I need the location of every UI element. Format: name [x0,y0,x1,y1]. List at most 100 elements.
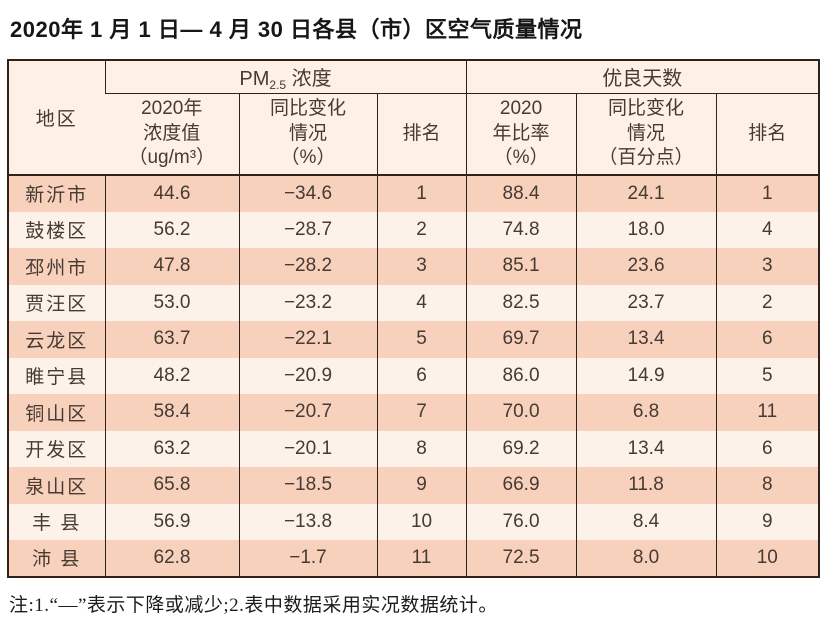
cell-region: 泉山区 [8,467,105,504]
cell-ratio-rank: 11 [715,394,820,431]
col-header-region: 地区 [8,60,105,176]
cell-region: 邳州市 [8,248,105,285]
cell-pm-change: −20.9 [238,357,377,394]
cell-ratio-change: 23.7 [575,284,717,321]
cell-pm-change: −23.2 [238,284,377,321]
table-row: 沛 县 62.8 −1.7 11 72.5 8.0 10 [8,540,820,577]
cell-ratio: 85.1 [465,248,577,285]
table-row: 铜山区 58.4 −20.7 7 70.0 6.8 11 [8,394,820,431]
cell-pm-value: 62.8 [104,540,239,577]
cell-ratio-rank: 8 [715,467,820,504]
cell-pm-value: 56.2 [104,211,239,248]
pm25-label-suffix: 浓度 [286,67,332,90]
air-quality-table: 地区 PM2.5 浓度 优良天数 2020年 浓度值 （ug/m³） 同比变化 … [7,59,821,578]
cell-region: 贾汪区 [8,284,105,321]
cell-ratio-change: 13.4 [575,321,717,358]
col-header-ratio-change: 同比变化 情况 （百分点） [575,93,717,176]
cell-ratio-rank: 1 [715,175,820,212]
table-row: 泉山区 65.8 −18.5 9 66.9 11.8 8 [8,467,820,504]
cell-pm-rank: 5 [376,321,467,358]
col-header-ratio-rank: 排名 [715,93,820,176]
cell-ratio-change: 14.9 [575,357,717,394]
cell-pm-change: −20.1 [238,430,377,467]
cell-ratio-rank: 2 [715,284,820,321]
col-header-ratio: 2020 年比率 （%） [465,93,577,176]
cell-ratio: 76.0 [465,503,577,540]
cell-pm-value: 47.8 [104,248,239,285]
group-header-pm25: PM2.5 浓度 [104,60,467,94]
cell-ratio: 74.8 [465,211,577,248]
group-header-row: 地区 PM2.5 浓度 优良天数 [8,60,820,176]
cell-pm-change: −20.7 [238,394,377,431]
cell-region: 铜山区 [8,394,105,431]
cell-ratio: 82.5 [465,284,577,321]
cell-ratio-rank: 5 [715,357,820,394]
cell-pm-value: 56.9 [104,503,239,540]
cell-pm-value: 48.2 [104,357,239,394]
cell-region: 沛 县 [8,540,105,577]
cell-pm-rank: 3 [376,248,467,285]
cell-region: 丰 县 [8,503,105,540]
cell-region: 新沂市 [8,175,105,212]
pm25-label-subscript: 2.5 [269,77,287,92]
sub-header-row: 2020年 浓度值 （ug/m³） 同比变化 情况 （%） 排名 2020 年比… [8,93,820,176]
footnote: 注:1.“—”表示下降或减少;2.表中数据采用实况数据统计。 [9,594,498,616]
col-header-pm-rank: 排名 [376,93,467,176]
cell-ratio-change: 8.0 [575,540,717,577]
table-header: 地区 PM2.5 浓度 优良天数 2020年 浓度值 （ug/m³） 同比变化 … [8,60,820,176]
cell-ratio-rank: 6 [715,321,820,358]
cell-ratio-change: 11.8 [575,467,717,504]
cell-pm-value: 65.8 [104,467,239,504]
cell-ratio-change: 8.4 [575,503,717,540]
cell-ratio-rank: 10 [715,540,820,577]
cell-ratio: 69.2 [465,430,577,467]
table-row: 贾汪区 53.0 −23.2 4 82.5 23.7 2 [8,284,820,321]
cell-pm-value: 53.0 [104,284,239,321]
cell-ratio-change: 6.8 [575,394,717,431]
table-row: 睢宁县 48.2 −20.9 6 86.0 14.9 5 [8,357,820,394]
cell-ratio-rank: 3 [715,248,820,285]
cell-region: 云龙区 [8,321,105,358]
col-header-pm-value: 2020年 浓度值 （ug/m³） [105,93,239,176]
cell-region: 鼓楼区 [8,211,105,248]
table-row: 邳州市 47.8 −28.2 3 85.1 23.6 3 [8,248,820,285]
table-row: 云龙区 63.7 −22.1 5 69.7 13.4 6 [8,321,820,358]
cell-pm-rank: 9 [376,467,467,504]
cell-pm-value: 63.7 [104,321,239,358]
cell-pm-change: −28.7 [238,211,377,248]
cell-pm-change: −18.5 [238,467,377,504]
cell-pm-change: −22.1 [238,321,377,358]
cell-pm-rank: 2 [376,211,467,248]
cell-pm-value: 63.2 [104,430,239,467]
cell-ratio: 88.4 [465,175,577,212]
cell-ratio-change: 23.6 [575,248,717,285]
cell-ratio: 69.7 [465,321,577,358]
cell-pm-value: 44.6 [104,175,239,212]
cell-pm-rank: 10 [376,503,467,540]
cell-ratio: 70.0 [465,394,577,431]
table-row: 丰 县 56.9 −13.8 10 76.0 8.4 9 [8,503,820,540]
cell-pm-change: −13.8 [238,503,377,540]
cell-pm-rank: 7 [376,394,467,431]
cell-ratio-change: 24.1 [575,175,717,212]
cell-pm-rank: 8 [376,430,467,467]
table-row: 鼓楼区 56.2 −28.7 2 74.8 18.0 4 [8,211,820,248]
cell-pm-rank: 6 [376,357,467,394]
table-row: 新沂市 44.6 −34.6 1 88.4 24.1 1 [8,175,820,212]
cell-pm-change: −28.2 [238,248,377,285]
cell-ratio-change: 13.4 [575,430,717,467]
cell-pm-change: −1.7 [238,540,377,577]
cell-ratio-rank: 6 [715,430,820,467]
col-header-pm-change: 同比变化 情况 （%） [238,93,377,176]
cell-ratio-change: 18.0 [575,211,717,248]
cell-region: 开发区 [8,430,105,467]
cell-pm-rank: 1 [376,175,467,212]
table-body: 新沂市 44.6 −34.6 1 88.4 24.1 1 鼓楼区 56.2 −28.7 2 74.8 1… [8,175,820,577]
cell-ratio: 86.0 [465,357,577,394]
cell-ratio: 72.5 [465,540,577,577]
cell-ratio: 66.9 [465,467,577,504]
cell-pm-rank: 11 [376,540,467,577]
pm25-label-prefix: PM [239,67,270,90]
cell-ratio-rank: 9 [715,503,820,540]
